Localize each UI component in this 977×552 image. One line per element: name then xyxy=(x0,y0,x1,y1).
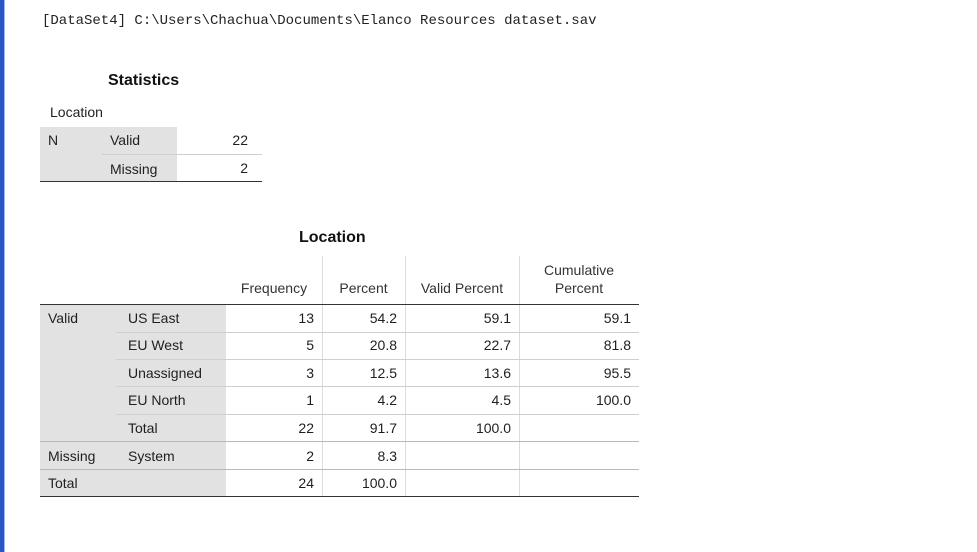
stats-row-label: Missing xyxy=(102,154,177,181)
group-divider xyxy=(40,469,639,470)
row-divider xyxy=(116,332,639,333)
statistics-title: Statistics xyxy=(108,72,180,89)
row-label-background xyxy=(40,305,226,496)
table-bottom-border xyxy=(40,496,639,497)
valid-percent-value: 100.0 xyxy=(475,420,511,436)
column-divider xyxy=(519,305,520,496)
frequency-value: 2 xyxy=(306,448,314,464)
header-percent: Percent xyxy=(339,280,388,296)
cumulative-value: 95.5 xyxy=(603,365,631,381)
header-cumulative-line2: Percent xyxy=(554,280,604,296)
header-cumulative-line1: Cumulative xyxy=(543,262,615,278)
column-divider xyxy=(519,256,520,304)
frequency-table-title: Location xyxy=(299,229,366,246)
percent-value: 91.7 xyxy=(369,420,397,436)
frequency-value: 13 xyxy=(298,310,314,326)
frequency-value: 22 xyxy=(298,420,314,436)
stats-row-value: 22 xyxy=(232,132,248,148)
header-valid-percent: Valid Percent xyxy=(420,280,504,296)
row-divider xyxy=(116,359,639,360)
row-label: Total xyxy=(128,420,158,436)
cumulative-value: 81.8 xyxy=(603,337,631,353)
frequency-value: 3 xyxy=(306,365,314,381)
row-divider xyxy=(116,414,639,415)
row-label: EU North xyxy=(128,392,186,408)
column-divider xyxy=(322,305,323,496)
group-divider xyxy=(40,441,639,442)
valid-percent-value: 59.1 xyxy=(483,310,511,326)
row-label: System xyxy=(128,448,175,464)
stats-row-label: Valid xyxy=(102,127,177,154)
percent-value: 54.2 xyxy=(369,310,397,326)
window-left-edge xyxy=(0,0,5,552)
column-divider xyxy=(322,256,323,304)
group-label-missing: Missing xyxy=(48,448,96,464)
stats-group-label: N xyxy=(48,132,59,148)
frequency-value: 5 xyxy=(306,337,314,353)
row-label: Unassigned xyxy=(128,365,202,381)
frequency-value: 1 xyxy=(306,392,314,408)
group-label-total: Total xyxy=(48,475,78,491)
row-divider xyxy=(116,386,639,387)
cumulative-value: 100.0 xyxy=(595,392,631,408)
valid-percent-value: 22.7 xyxy=(483,337,511,353)
row-divider xyxy=(102,154,262,155)
statistics-variable-label: Location xyxy=(50,104,103,120)
column-divider xyxy=(405,256,406,304)
percent-value: 4.2 xyxy=(377,392,397,408)
stats-group-cell: N xyxy=(40,127,102,181)
group-label-valid: Valid xyxy=(48,310,79,326)
dataset-path: [DataSet4] C:\Users\Chachua\Documents\El… xyxy=(42,13,597,29)
row-label: EU West xyxy=(128,337,183,353)
header-frequency: Frequency xyxy=(240,280,308,296)
table-bottom-border xyxy=(40,181,262,182)
percent-value: 20.8 xyxy=(369,337,397,353)
row-label: US East xyxy=(128,310,180,326)
stats-row-value: 2 xyxy=(240,160,248,176)
cumulative-value xyxy=(519,415,639,442)
percent-value: 100.0 xyxy=(361,475,397,491)
valid-percent-value: 4.5 xyxy=(491,392,511,408)
percent-value: 8.3 xyxy=(377,448,397,464)
valid-percent-value: 13.6 xyxy=(483,365,511,381)
cumulative-value: 59.1 xyxy=(603,310,631,326)
frequency-value: 24 xyxy=(298,475,314,491)
column-divider xyxy=(405,305,406,496)
percent-value: 12.5 xyxy=(369,365,397,381)
header-bottom-border xyxy=(40,304,639,305)
